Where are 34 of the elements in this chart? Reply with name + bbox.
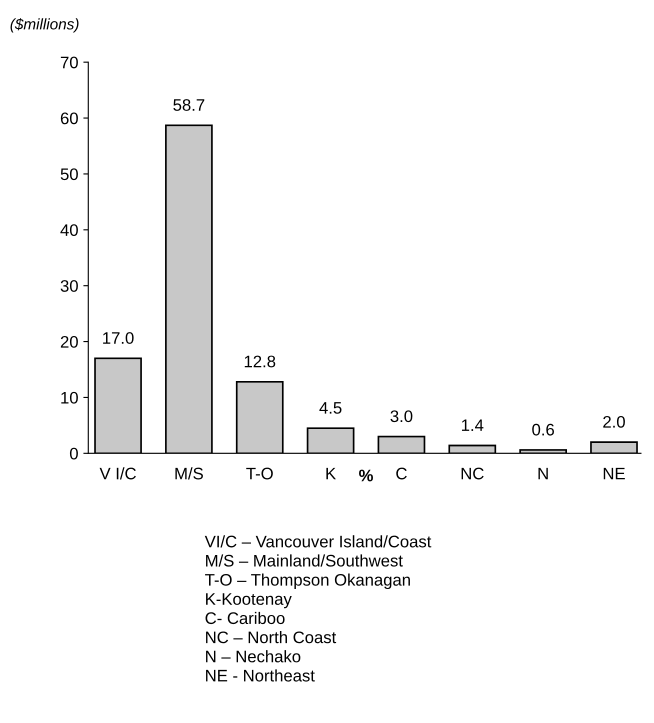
text: K-Kootenay [206, 593, 292, 608]
y-tick-label: 60 [60, 112, 78, 124]
text: M/S – Mainland/Southwest [206, 554, 403, 567]
y-tick-label: 30 [60, 280, 78, 292]
y-tick-label: 70 [60, 56, 78, 68]
y-tick-label: 10 [61, 392, 78, 404]
x-tick-label: V I/C [100, 467, 136, 480]
data-label: 12.8 [244, 356, 276, 368]
x-tick-label: M/S [175, 467, 203, 480]
y-tick-label: 50 [60, 168, 78, 180]
x-tick-label: NE [604, 468, 625, 480]
x-tick-label: K [326, 468, 336, 480]
text: % [359, 470, 373, 482]
data-label: 0.6 [532, 424, 554, 436]
text: C- Cariboo [206, 612, 285, 624]
y-axis-title: ($millions) [10, 18, 79, 33]
data-label: 1.4 [462, 419, 484, 431]
data-label: 4.5 [319, 402, 342, 414]
x-tick-label: C [396, 468, 407, 480]
x-tick-label: T-O [246, 468, 273, 480]
y-tick-label: 0 [70, 448, 78, 460]
text: NC – North Coast [206, 631, 336, 644]
data-label: 2.0 [603, 416, 625, 428]
x-tick-label: N [538, 468, 548, 480]
text: T-O – Thompson Okanagan [205, 574, 410, 590]
text: VI/C – Vancouver Island/Coast [204, 535, 432, 548]
y-tick-label: 40 [60, 224, 78, 236]
x-tick-label: NC [462, 468, 484, 480]
data-label: 17.0 [103, 332, 134, 344]
data-label: 58.7 [173, 99, 204, 111]
y-tick-label: 20 [60, 336, 78, 348]
data-label: 3.0 [390, 410, 412, 422]
text: N – Nechako [206, 650, 300, 662]
text: NE - Northeast [206, 669, 315, 682]
